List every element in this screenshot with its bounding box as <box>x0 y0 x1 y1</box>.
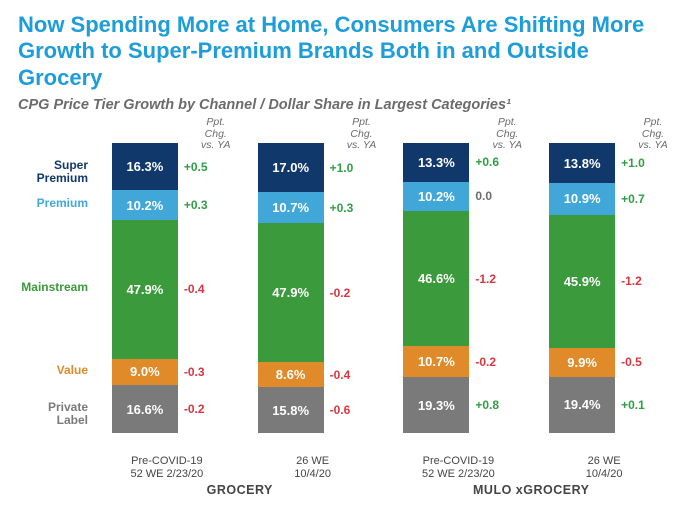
segment-super_premium: 16.3% <box>112 143 178 190</box>
segment-mainstream: 45.9% <box>549 215 615 348</box>
ppt-header: Ppt. Chg. vs. YA <box>196 117 240 143</box>
chart-area: Super Premium Premium Mainstream Value Priva… <box>18 117 677 497</box>
tier-label-super_premium: Super Premium <box>37 159 88 185</box>
segment-premium: 10.2% <box>112 190 178 220</box>
segment-private_label: 15.8% <box>258 387 324 433</box>
ppt-value: 0.0 <box>469 182 513 212</box>
ppt-value: +0.7 <box>615 183 659 215</box>
ppt-value: -0.6 <box>324 387 368 433</box>
stacked-bar: 17.0%10.7%47.9%8.6%15.8% <box>258 143 324 433</box>
tier-label-premium: Premium <box>37 197 88 210</box>
segment-super_premium: 17.0% <box>258 143 324 192</box>
segment-private_label: 19.3% <box>403 377 469 433</box>
segment-premium: 10.9% <box>549 183 615 215</box>
ppt-header: Ppt. Chg. vs. YA <box>633 117 677 143</box>
channel-group: Ppt. Chg. vs. YA16.3%10.2%47.9%9.0%16.6%… <box>94 117 386 497</box>
segment-premium: 10.7% <box>258 192 324 223</box>
stacked-bar: 16.3%10.2%47.9%9.0%16.6% <box>112 143 178 433</box>
tier-label-private_label: Private Label <box>48 401 88 427</box>
ppt-value: -0.2 <box>469 346 513 377</box>
segment-premium: 10.2% <box>403 182 469 212</box>
ppt-column: +1.0+0.7-1.2-0.5+0.1 <box>615 143 659 433</box>
ppt-header: Ppt. Chg. vs. YA <box>487 117 531 143</box>
ppt-header: Ppt. Chg. vs. YA <box>342 117 386 143</box>
bar-and-ppt: 16.3%10.2%47.9%9.0%16.6%+0.5+0.3-0.4-0.3… <box>94 143 240 452</box>
period-label: Pre-COVID-19 52 WE 2/23/20 <box>130 455 203 483</box>
periods-row: Ppt. Chg. vs. YA16.3%10.2%47.9%9.0%16.6%… <box>94 117 386 483</box>
ppt-value: -1.2 <box>615 215 659 348</box>
segment-value: 8.6% <box>258 362 324 387</box>
ppt-value: -1.2 <box>469 211 513 346</box>
segment-mainstream: 47.9% <box>258 223 324 362</box>
segment-value: 9.0% <box>112 359 178 385</box>
channel-group: Ppt. Chg. vs. YA 13.3%10.2%46.6%10.7%19.3… <box>386 117 678 497</box>
segment-value: 9.9% <box>549 348 615 377</box>
ppt-value: +0.1 <box>615 377 659 433</box>
tier-label-value: Value <box>57 364 88 377</box>
period-column: Ppt. Chg. vs. YA 16.3%10.2%47.9%9.0%16.6%… <box>94 117 240 483</box>
period-label: Pre-COVID-19 52 WE 2/23/20 <box>422 455 495 483</box>
ppt-value: +0.5 <box>178 143 222 190</box>
period-label: 26 WE 10/4/20 <box>586 455 623 483</box>
period-label: 26 WE 10/4/20 <box>294 455 331 483</box>
tier-label-mainstream: Mainstream <box>21 281 88 294</box>
segment-super_premium: 13.8% <box>549 143 615 183</box>
ppt-value: +1.0 <box>615 143 659 183</box>
segment-mainstream: 46.6% <box>403 211 469 346</box>
segment-private_label: 16.6% <box>112 385 178 433</box>
periods-row: Ppt. Chg. vs. YA 13.3%10.2%46.6%10.7%19.3… <box>386 117 678 483</box>
bar-and-ppt: 13.8%10.9%45.9%9.9%19.4%+1.0+0.7-1.2-0.5… <box>531 143 677 452</box>
segment-mainstream: 47.9% <box>112 220 178 359</box>
ppt-value: +1.0 <box>324 143 368 192</box>
ppt-value: -0.3 <box>178 359 222 385</box>
bar-and-ppt: 17.0%10.7%47.9%8.6%15.8%+1.0+0.3-0.2-0.4… <box>240 143 386 452</box>
stacked-bar: 13.8%10.9%45.9%9.9%19.4% <box>549 143 615 433</box>
bar-and-ppt: 13.3%10.2%46.6%10.7%19.3%+0.60.0-1.2-0.2… <box>386 143 532 452</box>
segment-value: 10.7% <box>403 346 469 377</box>
ppt-value: -0.2 <box>178 385 222 433</box>
ppt-value: +0.3 <box>178 190 222 220</box>
period-column: Ppt. Chg. vs. YA 13.3%10.2%46.6%10.7%19.3… <box>386 117 532 483</box>
ppt-value: -0.4 <box>178 220 222 359</box>
segment-super_premium: 13.3% <box>403 143 469 182</box>
channel-label: GROCERY <box>94 483 386 497</box>
period-column: Ppt. Chg. vs. YA 13.8%10.9%45.9%9.9%19.4%… <box>531 117 677 483</box>
ppt-value: +0.3 <box>324 192 368 223</box>
period-column: Ppt. Chg. vs. YA 17.0%10.7%47.9%8.6%15.8%… <box>240 117 386 483</box>
tier-label-column: Super Premium Premium Mainstream Value Priva… <box>18 117 94 497</box>
chart-subtitle: CPG Price Tier Growth by Channel / Dolla… <box>18 97 677 113</box>
ppt-column: +0.5+0.3-0.4-0.3-0.2 <box>178 143 222 433</box>
ppt-column: +1.0+0.3-0.2-0.4-0.6 <box>324 143 368 433</box>
ppt-value: -0.2 <box>324 223 368 362</box>
ppt-value: +0.8 <box>469 377 513 433</box>
ppt-value: +0.6 <box>469 143 513 182</box>
ppt-column: +0.60.0-1.2-0.2+0.8 <box>469 143 513 433</box>
ppt-value: -0.4 <box>324 362 368 387</box>
chart-title: Now Spending More at Home, Consumers Are… <box>18 12 677 91</box>
ppt-value: -0.5 <box>615 348 659 377</box>
segment-private_label: 19.4% <box>549 377 615 433</box>
channel-label: MULO xGROCERY <box>386 483 678 497</box>
stacked-bar: 13.3%10.2%46.6%10.7%19.3% <box>403 143 469 433</box>
